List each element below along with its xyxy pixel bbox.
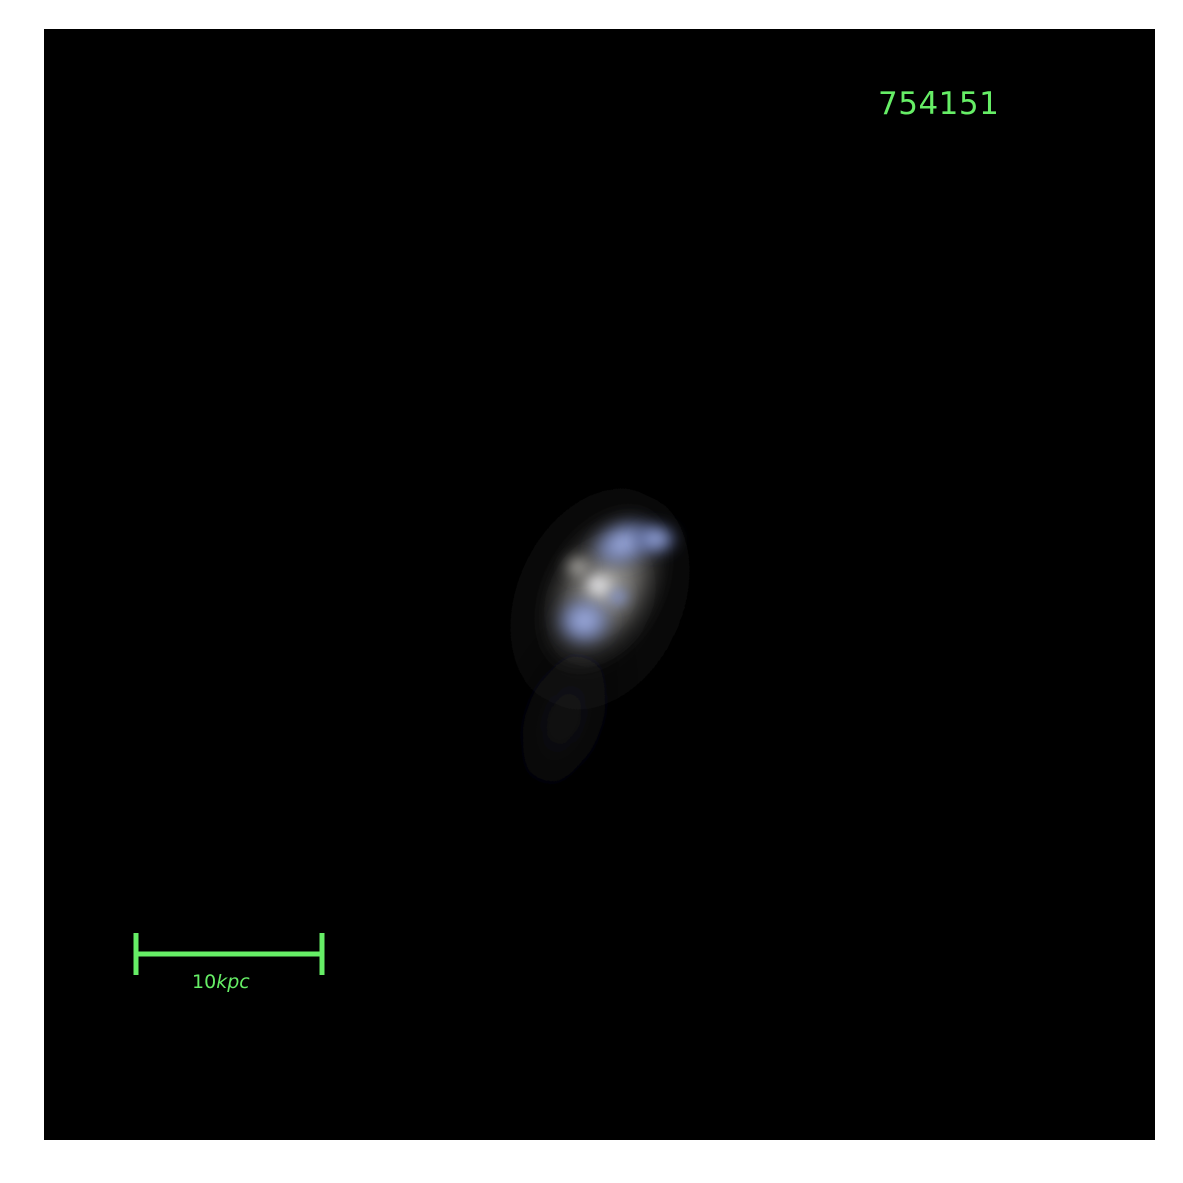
galaxy-id-label: 754151: [878, 86, 1000, 122]
scale-bar-unit: kpc: [216, 971, 250, 993]
scale-bar: [133, 933, 325, 975]
scale-bar-value: 10: [192, 971, 217, 993]
scale-bar-label: 10kpc: [192, 973, 250, 992]
galaxy-image: [437, 398, 763, 844]
galaxy-image-frame: 754151 10kpc: [44, 29, 1155, 1140]
